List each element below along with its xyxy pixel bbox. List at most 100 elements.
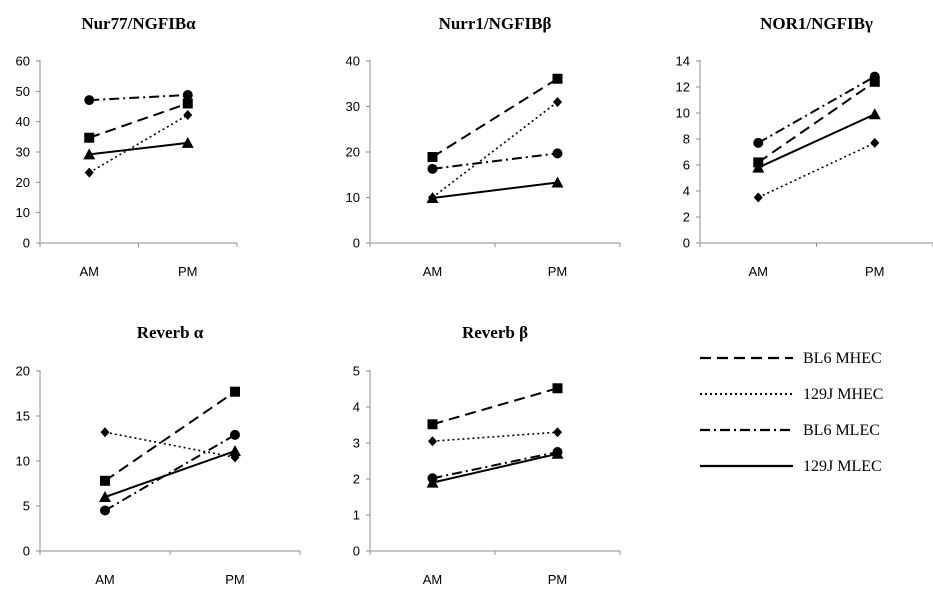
y-tick-label: 3 bbox=[353, 436, 360, 451]
legend-label: 129J MHEC bbox=[803, 386, 883, 403]
y-tick-label: 1 bbox=[353, 508, 360, 523]
y-tick-label: 50 bbox=[16, 84, 30, 99]
y-tick-label: 5 bbox=[353, 364, 360, 379]
chart-title: NOR1/NGFIBγ bbox=[760, 14, 873, 33]
x-tick-label: AM bbox=[80, 264, 100, 279]
series-line-129j-mhec bbox=[432, 431, 558, 442]
y-tick-label: 0 bbox=[23, 544, 30, 559]
y-tick-label: 20 bbox=[346, 145, 360, 160]
chart-panel-3: NOR1/NGFIBγ 0 2 4 6 8 10 12 14 AM PM bbox=[676, 14, 933, 279]
series-line-129j-mlec bbox=[89, 141, 188, 156]
series-line-129j-mhec bbox=[432, 101, 558, 199]
x-tick-label: PM bbox=[225, 572, 245, 587]
series-line-bl6-mhec bbox=[104, 390, 236, 482]
y-tick-label: 10 bbox=[676, 106, 690, 121]
legend-label: 129J MLEC bbox=[803, 458, 882, 475]
chart-panel-5: Reverb β 0 1 2 3 4 5 AM PM bbox=[353, 323, 621, 587]
data-point-bl6-mlec bbox=[100, 505, 110, 516]
series-line-129j-mlec bbox=[757, 113, 876, 169]
y-tick-label: 60 bbox=[16, 54, 30, 69]
data-point-bl6-mlec bbox=[869, 71, 880, 82]
y-tick-label: 0 bbox=[683, 236, 690, 251]
legend: BL6 MHEC 129J MHEC BL6 MLEC 129J MLEC bbox=[700, 350, 883, 475]
y-tick-label: 30 bbox=[16, 145, 30, 160]
series-line-bl6-mlec bbox=[104, 434, 236, 512]
data-point-129j-mhec bbox=[870, 137, 880, 148]
data-point-bl6-mlec bbox=[182, 89, 193, 100]
data-point-129j-mlec bbox=[83, 148, 96, 160]
data-point-129j-mlec bbox=[426, 191, 439, 203]
data-point-129j-mhec bbox=[753, 192, 763, 203]
x-tick-label: AM bbox=[749, 264, 769, 279]
y-tick-label: 40 bbox=[346, 54, 360, 69]
data-point-129j-mlec bbox=[426, 476, 439, 488]
y-tick-label: 20 bbox=[16, 175, 30, 190]
x-tick-label: PM bbox=[548, 572, 568, 587]
series-line-bl6-mlec bbox=[432, 451, 558, 480]
data-point-bl6-mlec bbox=[84, 95, 95, 106]
data-point-bl6-mhec bbox=[552, 383, 563, 394]
data-point-129j-mlec bbox=[99, 491, 111, 502]
data-point-129j-mlec bbox=[752, 161, 765, 173]
data-point-129j-mhec bbox=[428, 436, 437, 447]
x-tick-label: PM bbox=[178, 264, 198, 279]
y-tick-label: 0 bbox=[23, 236, 30, 251]
data-point-129j-mhec bbox=[553, 96, 562, 107]
chart-title: Nur77/NGFIBα bbox=[81, 14, 196, 33]
data-point-bl6-mlec bbox=[552, 148, 563, 159]
x-tick-label: PM bbox=[548, 264, 568, 279]
series-line-129j-mhec bbox=[757, 142, 876, 199]
series-line-bl6-mhec bbox=[757, 80, 876, 164]
y-tick-label: 10 bbox=[16, 205, 30, 220]
series-line-129j-mlec bbox=[432, 452, 558, 484]
data-point-129j-mhec bbox=[553, 427, 562, 438]
series-line-bl6-mlec bbox=[89, 93, 188, 102]
y-tick-label: 10 bbox=[346, 190, 360, 205]
y-tick-label: 15 bbox=[16, 409, 30, 424]
data-point-bl6-mhec bbox=[230, 386, 240, 397]
y-tick-label: 20 bbox=[16, 364, 30, 379]
data-point-bl6-mlec bbox=[230, 429, 240, 440]
chart-title: Nurr1/NGFIBβ bbox=[439, 14, 552, 33]
legend-label: BL6 MHEC bbox=[803, 350, 882, 367]
y-tick-label: 0 bbox=[353, 544, 360, 559]
data-point-bl6-mhec bbox=[552, 73, 563, 84]
y-tick-label: 5 bbox=[23, 499, 30, 514]
y-tick-label: 4 bbox=[683, 184, 690, 199]
data-point-bl6-mlec bbox=[753, 137, 764, 148]
series-line-bl6-mhec bbox=[432, 387, 558, 426]
data-point-bl6-mhec bbox=[427, 419, 438, 430]
data-point-129j-mlec bbox=[229, 445, 241, 457]
series-line-bl6-mlec bbox=[757, 75, 876, 144]
data-point-129j-mhec bbox=[84, 167, 94, 178]
y-tick-label: 30 bbox=[346, 99, 360, 114]
data-point-bl6-mhec bbox=[100, 475, 110, 486]
data-point-bl6-mhec bbox=[869, 76, 880, 87]
data-point-129j-mhec bbox=[183, 109, 193, 120]
chart-panel-1: Nur77/NGFIBα 0 10 20 30 40 50 60 AM PM bbox=[16, 14, 238, 279]
data-point-129j-mhec bbox=[100, 427, 110, 438]
y-tick-label: 2 bbox=[353, 472, 360, 487]
y-tick-label: 10 bbox=[16, 454, 30, 469]
y-tick-label: 0 bbox=[353, 236, 360, 251]
series-line-bl6-mhec bbox=[431, 77, 559, 158]
data-point-bl6-mhec bbox=[182, 98, 193, 109]
legend-label: BL6 MLEC bbox=[803, 422, 880, 439]
data-point-bl6-mhec bbox=[427, 152, 438, 163]
series-line-129j-mlec bbox=[104, 450, 236, 498]
series-line-129j-mhec bbox=[104, 431, 236, 459]
data-point-129j-mlec bbox=[551, 447, 564, 459]
chart-panel-2: Nurr1/NGFIBβ 0 10 20 30 40 AM PM bbox=[346, 14, 621, 279]
x-tick-label: AM bbox=[423, 572, 443, 587]
y-tick-label: 40 bbox=[16, 114, 30, 129]
data-point-129j-mlec bbox=[551, 176, 564, 188]
data-point-129j-mlec bbox=[181, 136, 194, 148]
series-line-129j-mlec bbox=[432, 181, 558, 199]
y-tick-label: 8 bbox=[683, 132, 690, 147]
chart-title: Reverb α bbox=[137, 323, 204, 342]
y-tick-label: 12 bbox=[676, 80, 690, 95]
series-line-129j-mhec bbox=[88, 114, 189, 174]
data-point-bl6-mhec bbox=[84, 132, 95, 143]
series-line-bl6-mlec bbox=[432, 152, 558, 170]
